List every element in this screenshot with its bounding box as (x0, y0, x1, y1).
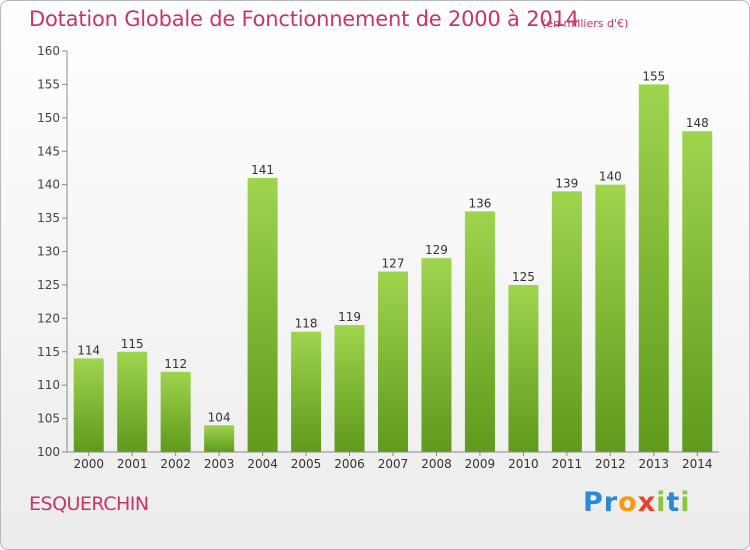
bar-value-label: 141 (251, 163, 274, 177)
x-tick-label: 2005 (291, 457, 322, 471)
x-tick-label: 2010 (508, 457, 539, 471)
chart-title: Dotation Globale de Fonctionnement de 20… (29, 7, 579, 31)
x-tick-label: 2013 (639, 457, 670, 471)
chart-subtitle: (en milliers d'€) (542, 17, 629, 30)
y-tick-label: 120 (37, 311, 60, 325)
bar (204, 425, 235, 452)
x-tick-label: 2004 (247, 457, 278, 471)
bar-value-label: 114 (77, 343, 100, 357)
bar (682, 131, 713, 452)
bar (160, 371, 191, 452)
bar (291, 331, 322, 452)
proxiti-logo: Proxiti (583, 487, 691, 518)
x-tick-label: 2006 (334, 457, 365, 471)
bar-value-label: 125 (512, 270, 535, 284)
y-tick-label: 135 (37, 211, 60, 225)
bar (247, 177, 278, 452)
x-tick-label: 2002 (160, 457, 191, 471)
bar (551, 191, 582, 452)
x-tick-label: 2008 (421, 457, 452, 471)
y-tick-label: 155 (37, 77, 60, 91)
bar-value-label: 119 (338, 310, 361, 324)
bar (464, 211, 495, 452)
bar (595, 184, 626, 452)
bar-value-label: 139 (555, 176, 578, 190)
y-tick-label: 115 (37, 345, 60, 359)
x-tick-label: 2000 (73, 457, 104, 471)
x-tick-label: 2009 (465, 457, 496, 471)
x-tick-label: 2012 (595, 457, 626, 471)
y-tick-label: 125 (37, 278, 60, 292)
bar-value-label: 140 (599, 170, 622, 184)
y-tick-label: 100 (37, 445, 60, 459)
bars: 114 115 112 104 141 118 119 127 129 136 125 139 140 1… (73, 69, 713, 453)
bar-value-label: 148 (686, 116, 709, 130)
y-tick-label: 105 (37, 412, 60, 426)
y-tick-label: 110 (37, 378, 60, 392)
y-tick-label: 130 (37, 245, 60, 259)
y-tick-label: 150 (37, 111, 60, 125)
x-axis: 2000 2001 2002 2003 2004 2005 2006 2007 2008 2009… (67, 451, 719, 471)
place-name: ESQUERCHIN (29, 493, 149, 515)
y-tick-label: 145 (37, 144, 60, 158)
bar-value-label: 155 (642, 69, 665, 83)
bar (378, 271, 408, 452)
y-axis: 100 105 110 115 120 125 130 135 140 145 150 155 160 (37, 44, 68, 459)
bar (117, 351, 148, 452)
bar-value-label: 118 (295, 317, 318, 331)
bar-value-label: 129 (425, 243, 448, 257)
bar (638, 84, 669, 453)
bar-value-label: 112 (164, 357, 187, 371)
x-tick-label: 2001 (117, 457, 148, 471)
bar (334, 325, 365, 452)
bar (73, 358, 104, 452)
y-tick-label: 160 (37, 44, 60, 58)
bar-value-label: 127 (382, 257, 405, 271)
bar (421, 258, 452, 452)
x-tick-label: 2011 (552, 457, 583, 471)
bar-value-label: 104 (208, 410, 231, 424)
bar-value-label: 136 (468, 196, 491, 210)
y-tick-label: 140 (37, 178, 60, 192)
x-tick-label: 2003 (204, 457, 235, 471)
bar-value-label: 115 (121, 337, 144, 351)
x-tick-label: 2014 (682, 457, 713, 471)
x-tick-label: 2007 (378, 457, 409, 471)
bar (508, 284, 539, 452)
